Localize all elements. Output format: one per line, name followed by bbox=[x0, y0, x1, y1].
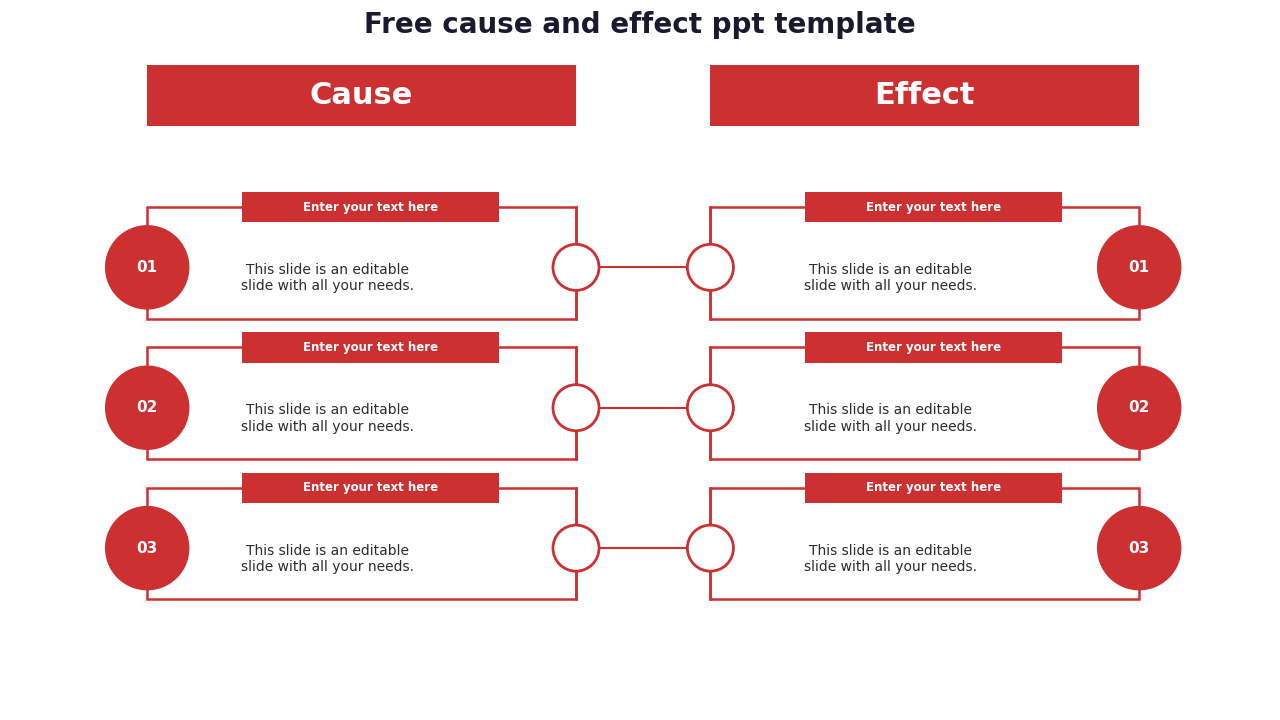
Text: 03: 03 bbox=[1129, 541, 1149, 556]
FancyBboxPatch shape bbox=[242, 192, 499, 222]
Text: Cause: Cause bbox=[310, 81, 413, 110]
FancyBboxPatch shape bbox=[805, 333, 1062, 363]
Text: Enter your text here: Enter your text here bbox=[865, 341, 1001, 354]
Text: This slide is an editable
slide with all your needs.: This slide is an editable slide with all… bbox=[804, 263, 977, 293]
Text: 01: 01 bbox=[1129, 260, 1149, 275]
FancyBboxPatch shape bbox=[710, 488, 1139, 599]
FancyBboxPatch shape bbox=[710, 348, 1139, 459]
FancyBboxPatch shape bbox=[147, 488, 576, 599]
Text: 02: 02 bbox=[1129, 400, 1149, 415]
FancyBboxPatch shape bbox=[805, 473, 1062, 503]
FancyBboxPatch shape bbox=[805, 192, 1062, 222]
Text: Enter your text here: Enter your text here bbox=[302, 200, 438, 214]
FancyBboxPatch shape bbox=[710, 65, 1139, 126]
Text: Enter your text here: Enter your text here bbox=[302, 481, 438, 495]
Text: This slide is an editable
slide with all your needs.: This slide is an editable slide with all… bbox=[241, 263, 413, 293]
FancyBboxPatch shape bbox=[147, 207, 576, 319]
Text: Enter your text here: Enter your text here bbox=[865, 481, 1001, 495]
FancyBboxPatch shape bbox=[242, 473, 499, 503]
Ellipse shape bbox=[1097, 366, 1181, 450]
Ellipse shape bbox=[553, 244, 599, 290]
Ellipse shape bbox=[553, 384, 599, 431]
Text: This slide is an editable
slide with all your needs.: This slide is an editable slide with all… bbox=[241, 403, 413, 433]
FancyBboxPatch shape bbox=[147, 65, 576, 126]
Text: Enter your text here: Enter your text here bbox=[865, 200, 1001, 214]
Text: Enter your text here: Enter your text here bbox=[302, 341, 438, 354]
Text: This slide is an editable
slide with all your needs.: This slide is an editable slide with all… bbox=[804, 544, 977, 574]
Text: Effect: Effect bbox=[874, 81, 975, 110]
Ellipse shape bbox=[105, 225, 189, 310]
Text: 02: 02 bbox=[137, 400, 157, 415]
Ellipse shape bbox=[1097, 506, 1181, 590]
FancyBboxPatch shape bbox=[242, 333, 499, 363]
FancyBboxPatch shape bbox=[147, 348, 576, 459]
Ellipse shape bbox=[553, 525, 599, 571]
Ellipse shape bbox=[105, 366, 189, 450]
Text: Free cause and effect ppt template: Free cause and effect ppt template bbox=[365, 12, 915, 39]
Text: 01: 01 bbox=[137, 260, 157, 275]
Text: This slide is an editable
slide with all your needs.: This slide is an editable slide with all… bbox=[241, 544, 413, 574]
Ellipse shape bbox=[1097, 225, 1181, 310]
Ellipse shape bbox=[687, 244, 733, 290]
Text: This slide is an editable
slide with all your needs.: This slide is an editable slide with all… bbox=[804, 403, 977, 433]
Ellipse shape bbox=[687, 525, 733, 571]
Ellipse shape bbox=[105, 506, 189, 590]
Text: 03: 03 bbox=[137, 541, 157, 556]
Ellipse shape bbox=[687, 384, 733, 431]
FancyBboxPatch shape bbox=[710, 207, 1139, 319]
